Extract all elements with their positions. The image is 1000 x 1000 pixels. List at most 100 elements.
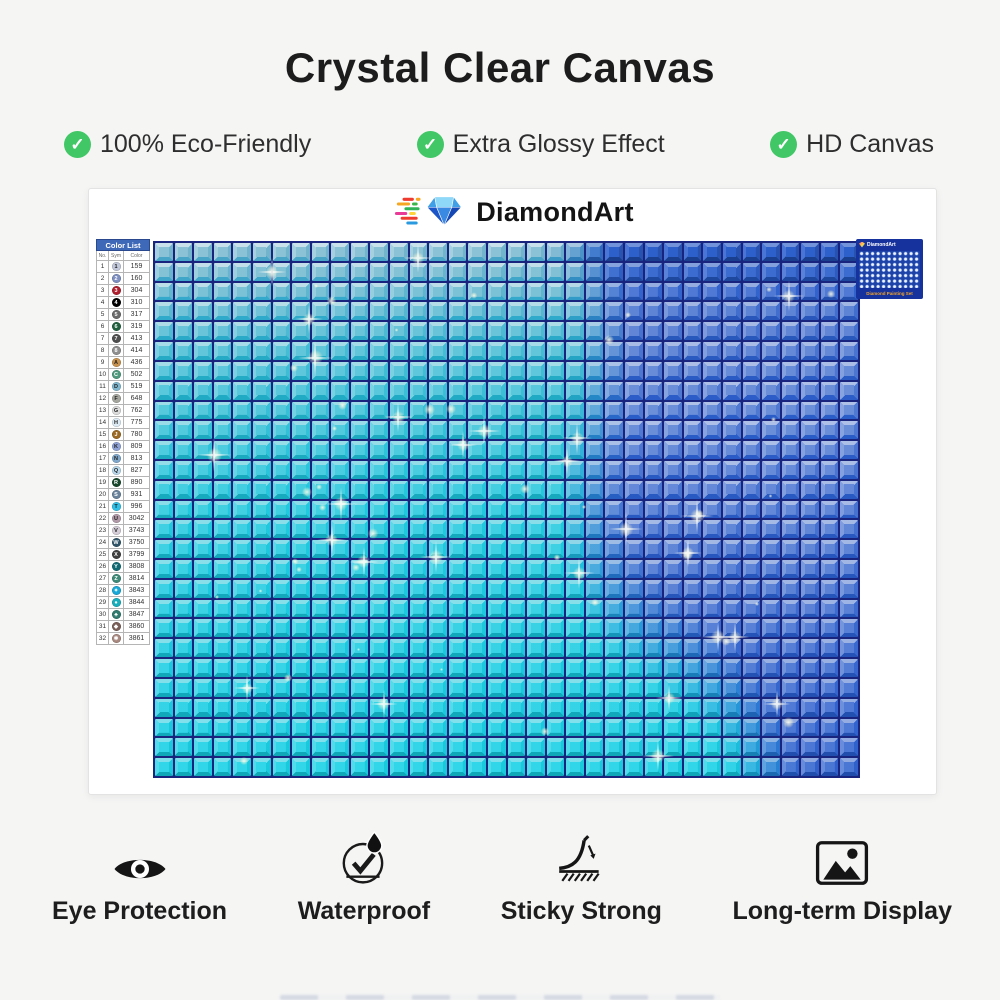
diamond-cell <box>527 401 545 420</box>
diamond-cell <box>409 619 428 638</box>
diamond-cell <box>174 540 193 559</box>
diamond-cell <box>213 480 232 499</box>
diamond-cell <box>664 718 682 737</box>
color-list-row: 8 8 414 <box>96 345 150 357</box>
diamond-cell <box>527 262 545 281</box>
diamond-cell <box>644 718 663 737</box>
diamond-cell <box>272 282 291 301</box>
diamond-cell <box>311 401 330 420</box>
diamond-cell <box>311 599 330 618</box>
diamond-cell <box>155 520 173 539</box>
diamond-cell <box>390 322 408 341</box>
diamond-cell <box>487 302 506 321</box>
color-list-row: 18 Q 827 <box>96 465 150 477</box>
diamond-cell <box>174 500 193 519</box>
color-symbol-icon: J <box>111 430 121 439</box>
diamond-cell <box>292 480 310 499</box>
diamond-cell <box>801 381 819 400</box>
diamond-cell <box>664 678 682 697</box>
diamond-cell <box>605 342 623 360</box>
diamond-cell <box>370 342 388 360</box>
diamond-cell <box>370 758 388 776</box>
diamond-cell <box>174 520 193 539</box>
color-symbol-icon: Q <box>111 466 121 475</box>
diamond-cell <box>370 500 388 519</box>
thumbnail-grid <box>859 251 920 288</box>
diamond-cell <box>370 520 388 539</box>
diamond-cell <box>311 460 330 479</box>
diamond-cell <box>174 599 193 618</box>
diamond-cell <box>194 520 212 539</box>
color-list-row: 14 H 775 <box>96 417 150 429</box>
diamond-cell <box>840 282 858 301</box>
diamond-cell <box>233 619 251 638</box>
diamond-cell <box>820 401 839 420</box>
diamond-cell <box>722 540 741 559</box>
diamond-cell <box>664 460 682 479</box>
diamond-cell <box>350 381 369 400</box>
diamond-cell <box>605 639 623 658</box>
diamond-cell <box>820 758 839 776</box>
bottom-features-row: Eye Protection Waterproof <box>52 828 952 926</box>
diamond-cell <box>213 302 232 321</box>
diamond-cell <box>292 282 310 301</box>
diamond-cell <box>801 361 819 380</box>
diamond-cell <box>546 500 565 519</box>
diamond-cell <box>194 639 212 658</box>
diamond-cell <box>331 381 349 400</box>
diamond-cell <box>840 302 858 321</box>
diamond-cell <box>664 500 682 519</box>
diamond-cell <box>448 579 467 598</box>
diamond-cell <box>585 322 604 341</box>
color-symbol-icon: 6 <box>111 322 121 331</box>
diamond-cell <box>331 698 349 717</box>
diamond-cell <box>213 560 232 578</box>
diamond-cell <box>350 540 369 559</box>
diamond-cell <box>252 421 271 440</box>
diamond-cell <box>331 579 349 598</box>
diamond-cell <box>233 500 251 519</box>
diamond-cell <box>350 718 369 737</box>
diamond-cell <box>566 421 584 440</box>
diamond-cell <box>605 322 623 341</box>
diamond-cell <box>311 480 330 499</box>
diamond-cell <box>781 639 800 658</box>
diamond-cell <box>311 322 330 341</box>
diamond-cell <box>311 619 330 638</box>
diamond-cell <box>350 262 369 281</box>
diamond-cell <box>370 460 388 479</box>
diamond-cell <box>292 579 310 598</box>
diamond-cell <box>429 579 447 598</box>
diamond-cell <box>801 243 819 261</box>
diamond-cell <box>429 480 447 499</box>
diamond-cell <box>350 243 369 261</box>
diamond-cell <box>566 678 584 697</box>
diamond-cell <box>664 282 682 301</box>
diamond-cell <box>487 758 506 776</box>
diamond-cell <box>840 718 858 737</box>
diamond-cell <box>487 480 506 499</box>
diamond-cell <box>370 619 388 638</box>
diamond-cell <box>350 758 369 776</box>
diamond-cell <box>585 302 604 321</box>
diamond-cell <box>605 381 623 400</box>
diamond-cell <box>566 480 584 499</box>
diamond-cell <box>487 540 506 559</box>
diamond-cell <box>566 579 584 598</box>
diamond-cell <box>429 639 447 658</box>
diamond-cell <box>664 401 682 420</box>
diamond-cell <box>448 619 467 638</box>
diamond-cell <box>174 302 193 321</box>
diamond-cell <box>820 659 839 677</box>
diamond-logo-icon <box>395 196 463 226</box>
diamond-cell <box>409 342 428 360</box>
diamond-cell <box>762 460 780 479</box>
color-symbol-icon: ◆ <box>111 622 121 631</box>
diamond-cell <box>683 619 702 638</box>
diamond-cell <box>448 480 467 499</box>
diamond-cell <box>644 639 663 658</box>
diamond-cell <box>390 243 408 261</box>
diamond-cell <box>409 500 428 519</box>
diamond-cell <box>194 302 212 321</box>
diamond-cell <box>194 441 212 459</box>
